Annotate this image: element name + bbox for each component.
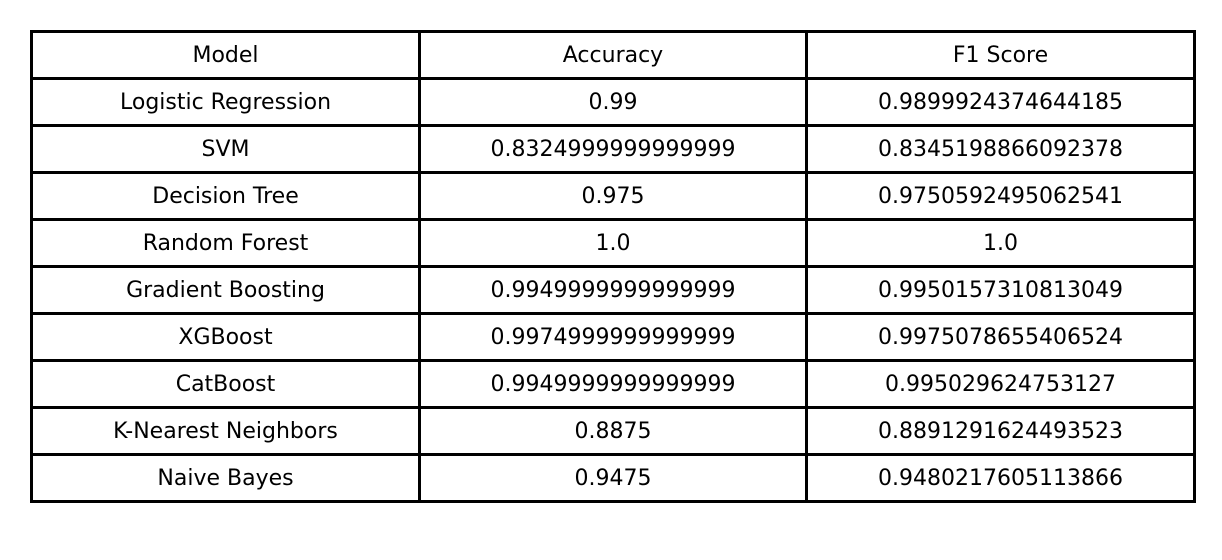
table-row: SVM 0.8324999999999999 0.8345198866092378 — [30, 124, 1196, 174]
accuracy-cell: 0.9949999999999999 — [418, 359, 808, 409]
accuracy-cell: 0.9949999999999999 — [418, 265, 808, 315]
model-cell: XGBoost — [30, 312, 421, 362]
f1-score-cell: 0.9975078655406524 — [805, 312, 1196, 362]
table-row: Naive Bayes 0.9475 0.9480217605113866 — [30, 453, 1196, 503]
header-accuracy: Accuracy — [418, 30, 808, 80]
f1-score-cell: 0.9950157310813049 — [805, 265, 1196, 315]
table-row: Gradient Boosting 0.9949999999999999 0.995… — [30, 265, 1196, 315]
header-f1-score: F1 Score — [805, 30, 1196, 80]
header-model: Model — [30, 30, 421, 80]
table-row: Decision Tree 0.975 0.9750592495062541 — [30, 171, 1196, 221]
table-row: XGBoost 0.9974999999999999 0.9975078655406… — [30, 312, 1196, 362]
accuracy-cell: 0.8324999999999999 — [418, 124, 808, 174]
model-cell: CatBoost — [30, 359, 421, 409]
accuracy-cell: 0.8875 — [418, 406, 808, 456]
f1-score-cell: 0.8345198866092378 — [805, 124, 1196, 174]
table-row: K-Nearest Neighbors 0.8875 0.8891291624493… — [30, 406, 1196, 456]
f1-score-cell: 1.0 — [805, 218, 1196, 268]
model-cell: Gradient Boosting — [30, 265, 421, 315]
table-row: CatBoost 0.9949999999999999 0.995029624753… — [30, 359, 1196, 409]
model-cell: Random Forest — [30, 218, 421, 268]
accuracy-cell: 1.0 — [418, 218, 808, 268]
model-cell: Naive Bayes — [30, 453, 421, 503]
header-row: Model Accuracy F1 Score — [30, 30, 1196, 80]
model-cell: Logistic Regression — [30, 77, 421, 127]
accuracy-cell: 0.9475 — [418, 453, 808, 503]
f1-score-cell: 0.9750592495062541 — [805, 171, 1196, 221]
accuracy-cell: 0.99 — [418, 77, 808, 127]
f1-score-cell: 0.995029624753127 — [805, 359, 1196, 409]
accuracy-cell: 0.975 — [418, 171, 808, 221]
accuracy-cell: 0.9974999999999999 — [418, 312, 808, 362]
table-body: Logistic Regression 0.99 0.989992437464418… — [30, 77, 1196, 503]
f1-score-cell: 0.9899924374644185 — [805, 77, 1196, 127]
f1-score-cell: 0.9480217605113866 — [805, 453, 1196, 503]
f1-score-cell: 0.8891291624493523 — [805, 406, 1196, 456]
table-row: Logistic Regression 0.99 0.989992437464418… — [30, 77, 1196, 127]
model-cell: Decision Tree — [30, 171, 421, 221]
model-cell: K-Nearest Neighbors — [30, 406, 421, 456]
model-cell: SVM — [30, 124, 421, 174]
table-row: Random Forest 1.0 1.0 — [30, 218, 1196, 268]
results-table: Model Accuracy F1 Score Logistic Regress… — [30, 30, 1196, 503]
